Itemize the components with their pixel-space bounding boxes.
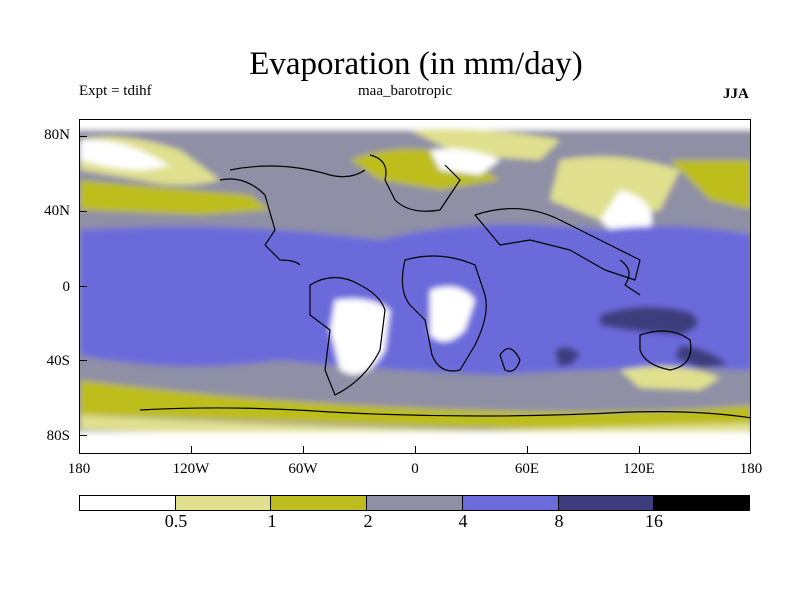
north-pacific-white <box>80 139 170 170</box>
australia-outline <box>639 330 692 371</box>
lat-tick <box>79 211 87 212</box>
eurasia-south-coast <box>474 208 641 281</box>
arctic-yellow <box>410 128 560 160</box>
tropical-band <box>80 224 750 375</box>
lat-tick-label: 0 <box>62 279 71 295</box>
lat-tick <box>79 136 87 137</box>
npac-olive-band <box>80 180 270 215</box>
australia-yellow <box>620 366 720 390</box>
south-pacific-max <box>675 345 728 368</box>
southern-olive-band <box>80 380 750 429</box>
lon-tick <box>191 446 192 454</box>
colorbar-swatch <box>367 496 463 510</box>
lat-tick <box>79 435 87 436</box>
colorbar-swatch <box>462 496 559 510</box>
north-america-coast <box>219 178 301 266</box>
nw-pacific-olive <box>670 160 750 210</box>
europe-white <box>430 148 500 175</box>
colorbar-label: 8 <box>554 511 564 531</box>
lon-tick-label: 0 <box>411 461 419 477</box>
colorbar-swatch <box>175 496 272 510</box>
colorbar-label: 16 <box>645 511 663 531</box>
madagascar-outline <box>499 348 521 372</box>
lon-tick-label: 120W <box>172 461 210 477</box>
colorbar <box>79 495 750 511</box>
lon-tick <box>303 446 304 454</box>
lat-tick <box>79 360 87 361</box>
asia-yellow <box>550 156 680 220</box>
southeast-asia-coast <box>619 259 641 296</box>
africa-outline <box>401 255 487 372</box>
arctic-coast <box>229 165 366 178</box>
south-america-dry <box>330 298 390 375</box>
chart-title: Evaporation (in mm/day) <box>249 46 583 82</box>
colorbar-label: 1 <box>267 511 277 531</box>
colorbar-label: 2 <box>363 511 373 531</box>
lon-tick <box>527 446 528 454</box>
lon-tick-label: 180 <box>67 461 91 477</box>
antarctic-low <box>80 432 750 453</box>
south-grey-band <box>80 360 750 402</box>
lon-tick <box>639 446 640 454</box>
colorbar-swatch <box>271 496 368 510</box>
indian-ocean-max <box>600 306 698 335</box>
colorbar-swatch <box>558 496 655 510</box>
south-indian-max <box>555 346 580 367</box>
lon-tick-label: 180 <box>739 461 763 477</box>
evaporation-map <box>80 120 750 453</box>
north-atlantic-coast <box>369 154 461 212</box>
arctic-low <box>80 120 750 130</box>
lon-tick-label: 120E <box>623 461 655 477</box>
run-label: maa_barotropic <box>358 83 453 99</box>
colorbar-swatch <box>654 496 750 510</box>
colorbar-label: 0.5 <box>164 511 188 531</box>
lat-tick <box>79 286 87 287</box>
coastlines <box>139 154 750 419</box>
antarctica-coast <box>139 407 750 419</box>
experiment-label: Expt = tdihf <box>79 83 152 99</box>
season-label: JJA <box>723 86 749 102</box>
africa-dry <box>430 286 475 342</box>
lon-tick-label: 60E <box>514 461 540 477</box>
south-america-outline <box>309 276 386 396</box>
lat-tick-label: 80N <box>44 127 70 143</box>
colorbar-label: 4 <box>458 511 468 531</box>
lon-tick <box>415 446 416 454</box>
colorbar-swatch <box>80 496 176 510</box>
lat-tick-label: 40N <box>44 203 70 219</box>
lon-tick-label: 60W <box>288 461 318 477</box>
lat-tick-label: 40S <box>46 353 70 369</box>
map-plot-area <box>79 119 751 454</box>
lat-tick-label: 80S <box>46 428 70 444</box>
